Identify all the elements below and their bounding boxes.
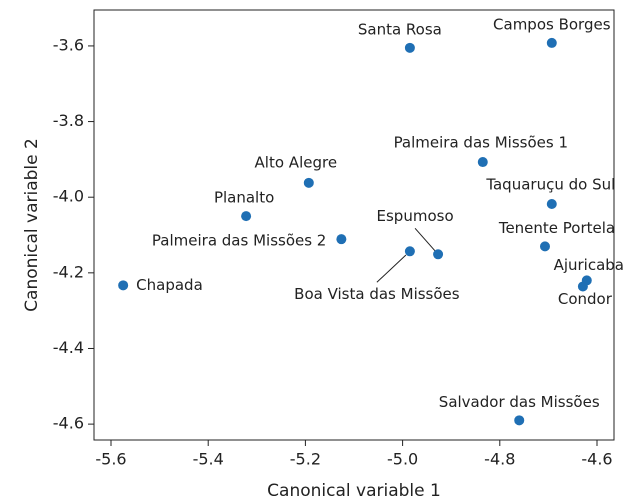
point-label: Condor <box>558 290 613 308</box>
point <box>514 415 525 426</box>
point-label: Chapada <box>136 276 203 294</box>
y-tick-label: -4.4 <box>53 338 84 357</box>
point-label: Ajuricaba <box>554 256 624 274</box>
point <box>404 42 415 53</box>
point <box>303 177 314 188</box>
point-label: Tenente Portela <box>498 219 615 237</box>
point <box>577 281 588 292</box>
point <box>336 234 347 245</box>
x-axis-title: Canonical variable 1 <box>267 481 441 501</box>
y-tick-label: -4.6 <box>53 414 84 433</box>
x-tick-label: -4.6 <box>581 450 612 469</box>
leader-line <box>376 254 407 283</box>
point <box>546 37 557 48</box>
point-label: Palmeira das Missões 2 <box>152 232 326 250</box>
point <box>241 211 252 222</box>
point-label: Boa Vista das Missões <box>294 285 460 303</box>
point-label: Palmeira das Missões 1 <box>394 134 568 152</box>
point <box>539 241 550 252</box>
y-tick-label: -4.0 <box>53 187 84 206</box>
point-label: Alto Alegre <box>255 153 338 171</box>
x-tick-label: -5.2 <box>290 450 321 469</box>
point <box>404 246 415 257</box>
y-tick-label: -3.6 <box>53 35 84 54</box>
x-tick-label: -5.0 <box>387 450 418 469</box>
point <box>546 199 557 210</box>
x-tick-label: -5.4 <box>193 450 224 469</box>
plot-frame <box>93 9 615 441</box>
point <box>433 249 444 260</box>
y-axis-title: Canonical variable 2 <box>22 138 42 312</box>
point-label: Campos Borges <box>493 15 611 33</box>
point-label: Planalto <box>214 189 274 207</box>
y-tick-label: -3.8 <box>53 111 84 130</box>
point-label: Espumoso <box>377 207 454 225</box>
x-tick-label: -5.6 <box>95 450 126 469</box>
point-label: Salvador das Missões <box>439 393 600 411</box>
point <box>118 280 129 291</box>
y-tick-label: -4.2 <box>53 262 84 281</box>
x-tick-label: -4.8 <box>484 450 515 469</box>
leader-line <box>414 227 436 252</box>
point <box>477 157 488 168</box>
point-label: Santa Rosa <box>358 20 442 38</box>
point-label: Taquaruçu do Sul <box>485 176 615 194</box>
